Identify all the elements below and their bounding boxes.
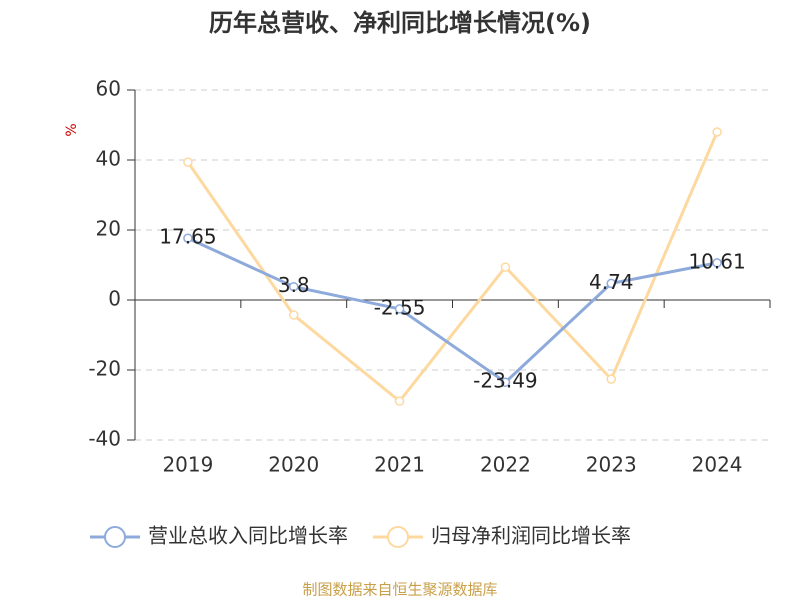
y-tick-label: -20 xyxy=(88,357,121,381)
legend-marker xyxy=(387,526,409,548)
legend-label: 归母净利润同比增长率 xyxy=(431,524,631,548)
point xyxy=(289,281,299,292)
data-label: 10.61 xyxy=(688,249,745,273)
point xyxy=(606,374,616,384)
y-tick-label: 60 xyxy=(96,77,121,101)
data-label: 17.65 xyxy=(159,225,216,249)
series-line xyxy=(186,131,719,404)
x-tick-label: 2022 xyxy=(480,453,531,477)
y-tick-label: -40 xyxy=(88,427,121,451)
y-tick-label: 40 xyxy=(96,147,121,171)
x-tick-label: 2019 xyxy=(162,453,213,477)
point xyxy=(394,304,405,314)
point xyxy=(606,278,616,289)
x-tick-label: 2024 xyxy=(692,453,743,477)
point xyxy=(394,396,405,406)
legend-marker xyxy=(104,526,126,548)
point xyxy=(183,157,193,167)
x-tick-label: 2020 xyxy=(268,453,319,477)
point xyxy=(289,310,299,320)
chart-title: 历年总营收、净利同比增长情况(%) xyxy=(209,9,591,37)
data-label: -2.55 xyxy=(374,295,426,319)
x-tick-label: 2023 xyxy=(586,453,637,477)
legend-label: 营业总收入同比增长率 xyxy=(148,524,348,548)
x-tick-label: 2021 xyxy=(374,453,425,477)
series-line xyxy=(187,236,718,385)
point xyxy=(500,262,511,272)
y-axis-label: % xyxy=(64,123,80,136)
data-label: -23.49 xyxy=(473,369,537,393)
source: 制图数据来自恒生聚源数据库 xyxy=(302,581,497,599)
point xyxy=(183,233,193,243)
y-tick-label: 20 xyxy=(96,217,121,241)
data-label: 3.8 xyxy=(278,273,310,297)
y-tick-label: 0 xyxy=(108,287,121,311)
data-label: 4.74 xyxy=(589,270,634,294)
point xyxy=(500,377,511,387)
point xyxy=(712,127,722,137)
point xyxy=(712,258,722,268)
